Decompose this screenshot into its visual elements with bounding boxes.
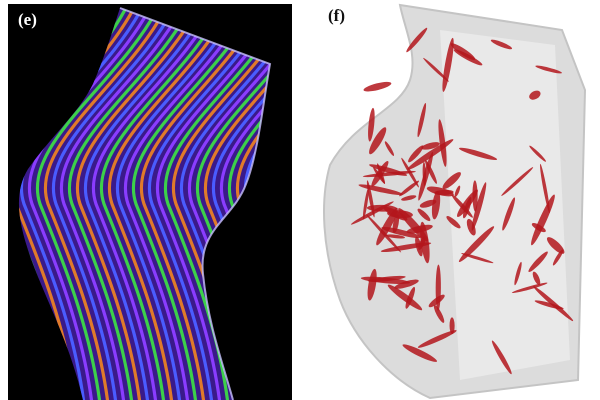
inclusion — [401, 157, 419, 188]
inclusion — [529, 90, 541, 100]
panel-label-f: (f) — [328, 6, 345, 25]
inclusion — [362, 188, 369, 220]
inclusions — [350, 27, 574, 375]
panel-label-e: (e) — [18, 10, 37, 29]
inclusion — [381, 226, 422, 239]
inclusion — [368, 107, 375, 142]
inclusion — [358, 184, 403, 195]
fiber-stripe — [116, 8, 242, 400]
fiber-stripe — [68, 8, 194, 400]
inclusion — [408, 145, 424, 163]
inclusion — [502, 197, 516, 231]
inclusion — [466, 218, 476, 236]
inclusion — [458, 226, 495, 263]
inclusion — [422, 162, 427, 187]
fiber-stripe — [228, 8, 271, 400]
inclusion — [446, 216, 461, 229]
volume-face — [440, 30, 570, 380]
inclusion — [529, 145, 546, 162]
inclusion — [418, 236, 426, 250]
inclusion — [376, 163, 385, 184]
inclusion — [366, 204, 398, 212]
panel-f: (f) — [300, 0, 600, 400]
inclusion — [461, 253, 494, 264]
inclusion — [406, 27, 428, 53]
fiber-stripes — [18, 4, 292, 400]
inclusion — [401, 195, 417, 201]
inclusion — [369, 127, 387, 155]
inclusion — [426, 186, 454, 197]
inclusion — [417, 103, 427, 138]
inclusion — [387, 210, 413, 219]
inclusion — [384, 141, 395, 156]
inclusion — [428, 294, 445, 308]
fiber-stripe — [124, 8, 250, 400]
inclusion — [458, 147, 498, 161]
fiber-stripe — [268, 8, 271, 400]
fiber-stripe — [140, 8, 266, 400]
fiber-stripe — [92, 8, 218, 400]
inclusion — [511, 282, 548, 294]
fiber-stripe — [108, 8, 234, 400]
inclusion — [402, 344, 438, 362]
fiber-stripe — [100, 8, 226, 400]
inclusion — [421, 142, 440, 150]
inclusion — [433, 305, 445, 323]
inclusion — [531, 223, 546, 233]
inclusion — [417, 208, 431, 222]
inclusion — [419, 199, 437, 208]
fiber-stripe — [148, 8, 271, 400]
inclusion — [363, 81, 392, 92]
inclusion — [491, 340, 512, 375]
inclusion — [449, 317, 455, 335]
inclusion — [528, 251, 548, 273]
inclusion — [442, 172, 461, 189]
fiber-stripe — [76, 8, 202, 400]
inclusion — [399, 180, 420, 197]
panel-e: (e) — [8, 4, 292, 400]
inclusion — [367, 275, 406, 282]
fiber-stripe — [132, 8, 258, 400]
inclusion — [387, 284, 423, 311]
inclusion — [501, 167, 534, 196]
inclusion — [471, 182, 487, 231]
inclusion — [453, 49, 483, 66]
inclusion — [490, 39, 513, 50]
inclusion — [392, 214, 400, 234]
inclusion — [394, 279, 419, 289]
fiber-image — [18, 4, 292, 400]
fiber-stripe — [84, 8, 210, 400]
inclusion — [425, 160, 437, 184]
inclusion — [456, 189, 478, 218]
inclusion — [380, 242, 432, 253]
ct-volume-image — [323, 3, 587, 400]
fiber-stripe — [60, 8, 186, 400]
inclusion — [535, 65, 562, 74]
inclusion — [423, 57, 449, 82]
inclusion — [376, 207, 398, 246]
fiber-outline — [119, 7, 272, 400]
inclusion — [431, 190, 441, 220]
inclusion — [367, 268, 377, 301]
fiber-stripe — [52, 8, 178, 400]
inclusion — [514, 261, 522, 286]
fiber-stripe — [44, 8, 170, 400]
inclusion — [417, 330, 457, 348]
inclusion — [406, 224, 433, 234]
inclusion — [546, 237, 565, 254]
inclusion — [540, 163, 550, 214]
fiber-stripe — [36, 8, 162, 400]
inclusion — [385, 234, 405, 239]
inclusion — [533, 286, 574, 322]
inclusion — [438, 119, 447, 167]
fiber-stripe — [277, 4, 292, 400]
inclusion — [532, 271, 541, 285]
fiber-stripe — [28, 8, 154, 400]
inclusion — [454, 185, 461, 198]
fiber-stripe — [156, 8, 271, 400]
